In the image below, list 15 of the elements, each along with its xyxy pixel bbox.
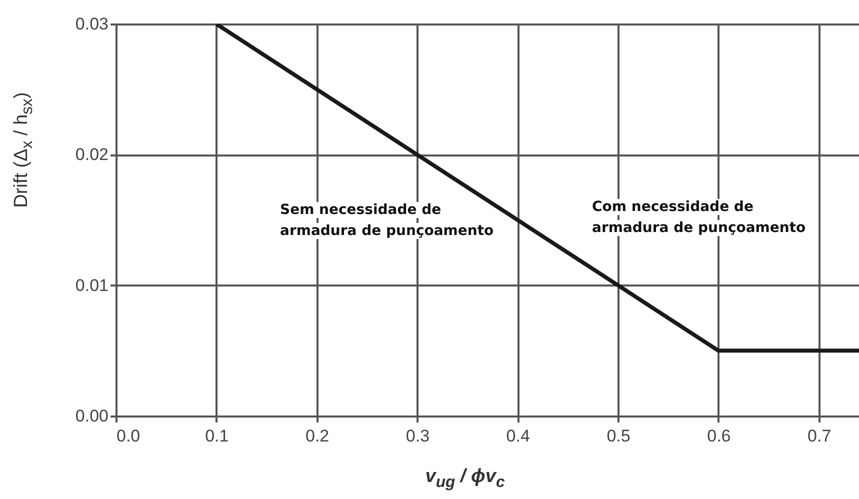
- y-tick-label: 0.01: [75, 276, 108, 295]
- x-tick-label: 0.4: [506, 426, 530, 446]
- y-tick-label: 0.02: [75, 145, 108, 164]
- x-tick-label: 0.6: [707, 426, 731, 446]
- x-tick-label: 0.5: [606, 426, 630, 446]
- y-tick-label: 0.00: [75, 406, 108, 426]
- annotation: Com necessidade de armadura de punçoamento: [592, 199, 806, 236]
- annotation: Sem necessidade de armadura de punçoamento: [280, 202, 494, 239]
- x-tick-label: 0.7: [808, 426, 832, 446]
- x-tick-label: 0.1: [205, 426, 229, 446]
- y-tick-label: 0.03: [75, 14, 108, 34]
- x-axis-title: v$_{ug}$ / ϕv$_{c}$: [425, 466, 505, 492]
- x-tick-label: 0.0: [116, 426, 140, 446]
- x-tick-label: 0.2: [305, 426, 330, 446]
- x-tick-label: 0.3: [406, 426, 430, 446]
